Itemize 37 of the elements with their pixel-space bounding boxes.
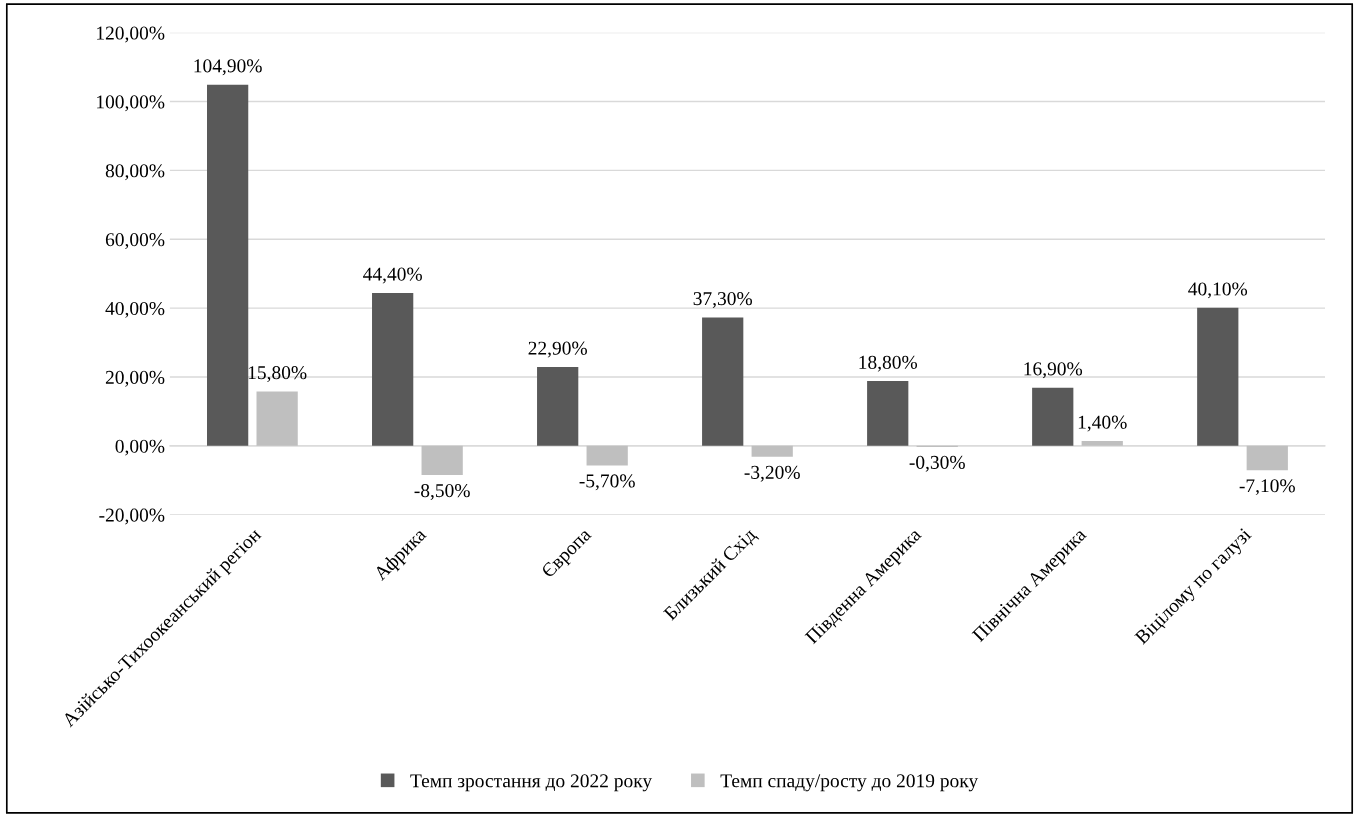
data-label: 18,80% xyxy=(859,355,918,372)
data-label: -7,10% xyxy=(1239,479,1295,496)
y-tick-label: 20,00% xyxy=(105,370,165,387)
data-label: 104,90% xyxy=(194,59,262,76)
y-tick-label: 60,00% xyxy=(105,233,165,249)
bar xyxy=(1032,387,1074,446)
bar xyxy=(207,84,249,446)
data-label: 16,90% xyxy=(1024,362,1083,379)
bar xyxy=(256,391,298,446)
data-label: -5,70% xyxy=(579,474,635,491)
data-label: 44,40% xyxy=(363,267,422,284)
bar xyxy=(867,381,909,446)
y-tick-label: 40,00% xyxy=(105,301,165,318)
data-label: 1,40% xyxy=(1078,415,1127,432)
bar xyxy=(537,367,579,446)
data-label: 15,80% xyxy=(248,366,307,382)
data-label: -3,20% xyxy=(744,465,800,482)
bar xyxy=(702,317,744,446)
bar xyxy=(372,292,414,446)
y-tick-label: 100,00% xyxy=(97,95,165,112)
bar xyxy=(586,445,628,466)
data-label: 22,90% xyxy=(528,341,587,358)
bar xyxy=(751,445,793,457)
data-label: 37,30% xyxy=(693,292,753,308)
bar xyxy=(1246,445,1288,471)
y-tick-label: -20,00% xyxy=(99,508,165,525)
y-tick-label: 80,00% xyxy=(105,164,165,181)
legend-label: Темп спаду/росту до 2019 року xyxy=(720,774,979,792)
data-label: -0,30% xyxy=(909,455,965,472)
bar xyxy=(1197,307,1239,446)
data-label: -8,50% xyxy=(414,484,470,500)
data-label: 40,10% xyxy=(1188,282,1248,299)
legend-label: Темп зростання до 2022 року xyxy=(410,774,653,792)
bar xyxy=(421,445,463,476)
y-tick-label: 0,00% xyxy=(115,439,165,456)
bar xyxy=(1081,441,1123,446)
y-tick-label: 120,00% xyxy=(97,26,165,43)
